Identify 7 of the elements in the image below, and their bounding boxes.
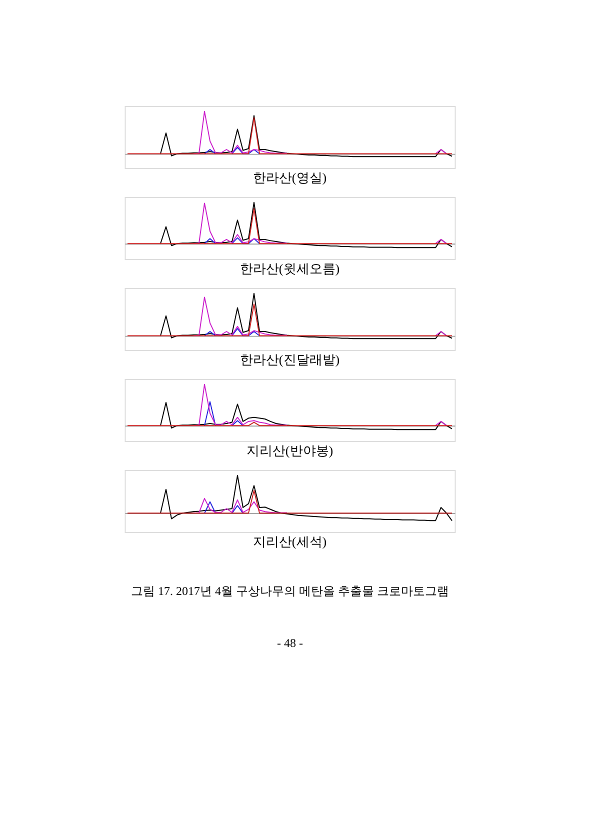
text: - 48 - [277, 636, 303, 650]
text: 한라산(진달래밭) [240, 352, 340, 367]
text: 지리산(반야봉) [246, 443, 334, 458]
caption: 그림 17. 2017년 4월 구상나무의 메탄올 추출물 크로마토그램 [131, 584, 449, 598]
text: 한라산(윗세오름) [240, 261, 340, 276]
text: 한라산(영실) [252, 170, 327, 185]
text: 지리산(세석) [252, 534, 327, 549]
